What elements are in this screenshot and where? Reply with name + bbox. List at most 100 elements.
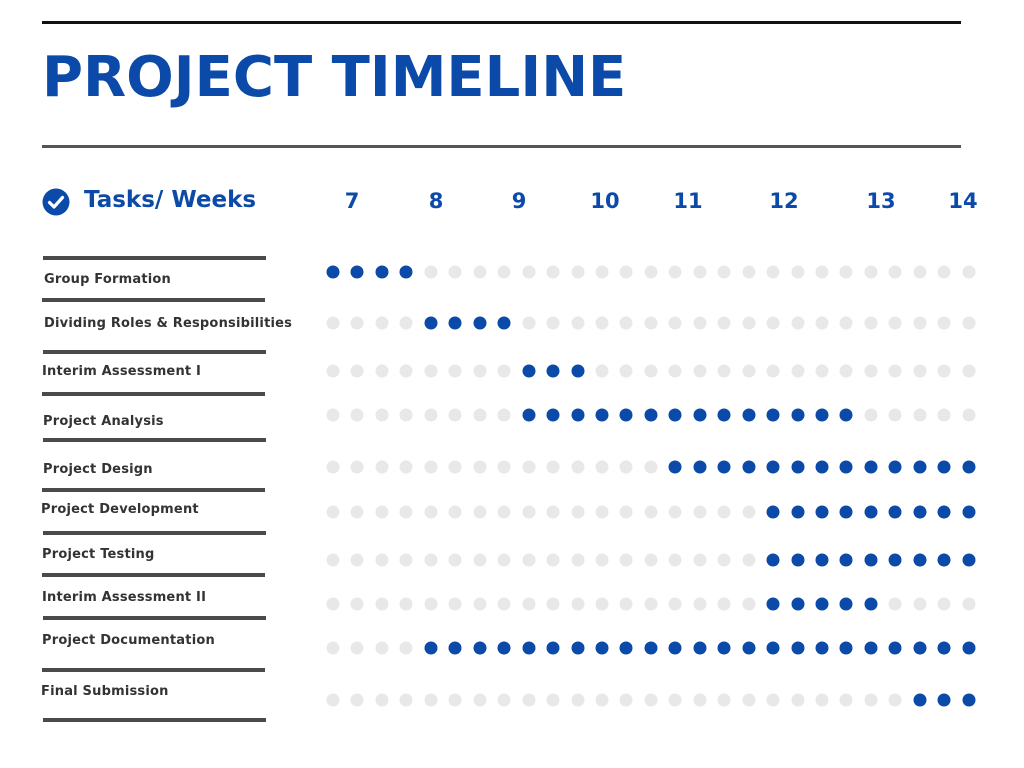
timeline-dot-inactive — [839, 316, 853, 330]
timeline-dot-inactive — [962, 597, 976, 611]
timeline-dot-inactive — [619, 597, 633, 611]
timeline-dot-inactive — [888, 597, 902, 611]
timeline-dot-active — [888, 505, 902, 519]
timeline-dot-inactive — [350, 505, 364, 519]
timeline-dot-inactive — [350, 364, 364, 378]
timeline-dot-inactive — [375, 597, 389, 611]
timeline-dot-inactive — [522, 505, 536, 519]
timeline-dot-active — [864, 597, 878, 611]
timeline-dot-active — [571, 408, 584, 422]
timeline-dot-inactive — [839, 364, 853, 378]
timeline-dot-inactive — [424, 265, 438, 279]
timeline-dot-inactive — [937, 597, 951, 611]
timeline-dot-inactive — [668, 364, 682, 378]
timeline-dot-inactive — [350, 316, 364, 330]
week-label-10: 10 — [590, 189, 620, 213]
timeline-dot-inactive — [668, 553, 682, 567]
timeline-dot-inactive — [522, 460, 536, 474]
timeline-dot-inactive — [864, 364, 878, 378]
task-label: Interim Assessment I — [42, 364, 202, 379]
timeline-dot-inactive — [473, 460, 487, 474]
timeline-dot-inactive — [326, 597, 340, 611]
timeline-dot-active — [424, 316, 438, 330]
timeline-dot-inactive — [962, 364, 976, 378]
timeline-dot-inactive — [595, 316, 609, 330]
timeline-dot-active — [962, 460, 976, 474]
timeline-dot-inactive — [864, 316, 878, 330]
timeline-dot-inactive — [644, 597, 658, 611]
timeline-dot-inactive — [497, 408, 511, 422]
timeline-dot-inactive — [350, 641, 364, 655]
timeline-dot-inactive — [497, 693, 511, 707]
timeline-dot-inactive — [644, 693, 658, 707]
timeline-dot-active — [522, 641, 536, 655]
timeline-dot-active — [791, 553, 805, 567]
timeline-dot-active — [668, 460, 682, 474]
timeline-dot-active — [644, 641, 658, 655]
task-separator-line — [43, 531, 266, 535]
timeline-dot-inactive — [326, 553, 340, 567]
week-label-8: 8 — [428, 189, 444, 213]
timeline-dot-inactive — [473, 505, 487, 519]
timeline-dot-inactive — [962, 316, 976, 330]
timeline-dot-inactive — [717, 364, 731, 378]
timeline-dot-inactive — [350, 693, 364, 707]
timeline-dot-active — [742, 460, 756, 474]
task-label: Project Design — [43, 462, 153, 477]
timeline-dot-inactive — [497, 553, 511, 567]
timeline-dot-inactive — [888, 693, 902, 707]
timeline-dot-active — [839, 505, 853, 519]
timeline-dot-active — [913, 553, 927, 567]
timeline-dot-inactive — [399, 460, 413, 474]
timeline-dot-inactive — [913, 316, 927, 330]
timeline-dot-active — [913, 693, 927, 707]
timeline-dot-active — [522, 408, 536, 422]
timeline-dot-inactive — [350, 553, 364, 567]
timeline-dot-active — [962, 505, 976, 519]
timeline-dot-inactive — [766, 693, 780, 707]
timeline-dot-inactive — [546, 597, 560, 611]
timeline-dot-inactive — [742, 597, 756, 611]
timeline-dot-inactive — [326, 316, 340, 330]
timeline-dot-active — [546, 641, 560, 655]
timeline-dot-inactive — [742, 364, 756, 378]
timeline-dot-inactive — [375, 693, 389, 707]
timeline-dot-inactive — [546, 553, 560, 567]
timeline-dot-inactive — [375, 316, 389, 330]
timeline-dot-inactive — [326, 641, 340, 655]
timeline-dot-inactive — [399, 693, 413, 707]
timeline-dot-inactive — [399, 505, 413, 519]
timeline-dot-active — [742, 641, 756, 655]
timeline-dot-active — [864, 505, 878, 519]
timeline-dot-active — [888, 553, 902, 567]
timeline-dot-inactive — [473, 265, 487, 279]
timeline-dot-active — [937, 553, 951, 567]
timeline-dot-inactive — [326, 364, 340, 378]
timeline-dot-inactive — [962, 408, 976, 422]
timeline-dot-inactive — [497, 364, 511, 378]
timeline-dot-active — [717, 408, 731, 422]
timeline-dot-inactive — [839, 265, 853, 279]
task-separator-line — [42, 668, 265, 672]
timeline-dot-inactive — [595, 693, 609, 707]
timeline-dot-active — [742, 408, 756, 422]
timeline-dot-active — [839, 553, 853, 567]
timeline-dot-inactive — [350, 408, 364, 422]
timeline-dot-inactive — [717, 553, 731, 567]
timeline-dot-inactive — [399, 316, 413, 330]
timeline-dot-inactive — [497, 505, 511, 519]
timeline-dot-active — [937, 693, 951, 707]
timeline-dot-inactive — [571, 553, 584, 567]
timeline-dot-active — [839, 460, 853, 474]
timeline-dot-inactive — [717, 693, 731, 707]
timeline-dot-active — [571, 641, 584, 655]
task-label: Project Documentation — [42, 633, 215, 648]
timeline-dot-active — [888, 641, 902, 655]
timeline-dot-inactive — [571, 693, 584, 707]
timeline-dot-inactive — [473, 364, 487, 378]
timeline-dot-active — [350, 265, 364, 279]
timeline-dot-active — [815, 505, 829, 519]
timeline-dot-active — [448, 641, 462, 655]
timeline-dot-active — [717, 641, 731, 655]
task-label: Final Submission — [41, 684, 169, 699]
